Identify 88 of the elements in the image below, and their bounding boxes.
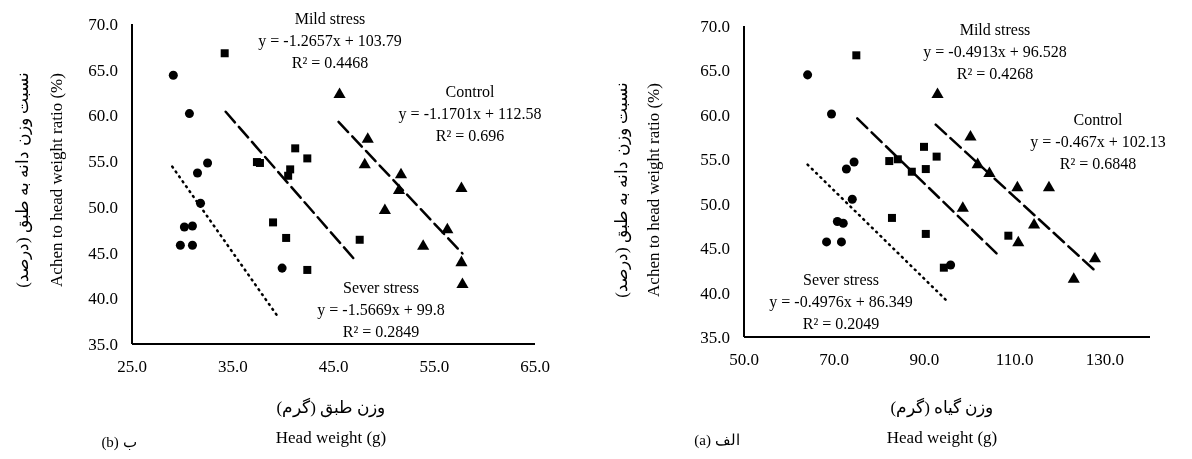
point [885, 157, 894, 166]
point [1042, 180, 1056, 192]
point [455, 181, 468, 193]
y-tick-label: 40.0 [700, 283, 730, 303]
point [1067, 272, 1080, 283]
point [1088, 251, 1102, 263]
point [441, 222, 454, 234]
y-tick-label: 65.0 [700, 61, 730, 81]
point [852, 51, 861, 60]
point [956, 201, 969, 212]
point [192, 168, 202, 178]
point [803, 70, 813, 80]
point [1012, 235, 1025, 247]
y-tick-label: 50.0 [700, 194, 730, 214]
point [887, 213, 896, 222]
point [931, 87, 944, 98]
point [921, 229, 930, 238]
y-tick-label: 50.0 [88, 197, 118, 217]
point [849, 157, 859, 167]
annotation: Sever stress y = -1.5669x + 99.8 R² = 0.2849 [317, 278, 445, 340]
point [284, 171, 293, 180]
point [187, 240, 197, 250]
y-tick-label: 55.0 [88, 152, 118, 172]
point [303, 154, 312, 163]
y-tick-label: 60.0 [700, 105, 730, 125]
x-tick-label: 35.0 [217, 357, 248, 377]
annotation: Control y = -0.467x + 102.13 R² = 0.6848 [1030, 110, 1166, 172]
point [282, 233, 291, 242]
point [358, 157, 371, 169]
point [921, 165, 930, 174]
text: (a) الف [694, 432, 740, 450]
point [847, 194, 857, 204]
x-tick-label: 130.0 [1085, 350, 1125, 370]
point [1027, 218, 1041, 229]
x-tick-label: 55.0 [419, 357, 450, 377]
point [291, 144, 300, 153]
annotation: Mild stress y = -1.2657x + 103.79 R² = 0.4468 [258, 9, 402, 71]
point [220, 49, 229, 58]
point [355, 235, 364, 244]
point [964, 130, 977, 141]
x-tick-label: 45.0 [318, 357, 349, 377]
point [836, 237, 846, 247]
point [269, 218, 278, 227]
x-tick-label: 25.0 [117, 357, 147, 377]
point [455, 255, 468, 267]
annotation: Control y = -1.1701x + 112.58 R² = 0.696 [398, 82, 542, 144]
y-tick-label: 45.0 [700, 239, 730, 259]
annotation: Sever stress y = -0.4976x + 86.349 R² = 0.2049 [769, 270, 913, 332]
point [361, 132, 374, 143]
point [417, 239, 430, 250]
point [187, 221, 197, 231]
x-tick-label: 70.0 [819, 350, 850, 370]
y-tick-label: 40.0 [88, 289, 118, 309]
y-tick-label: 70.0 [700, 17, 730, 37]
y-tick-label: 35.0 [88, 335, 118, 355]
point [394, 167, 408, 179]
text: (b) ب [101, 434, 137, 452]
point [175, 240, 185, 250]
point [919, 142, 928, 151]
point [827, 109, 837, 119]
x-tick-label: 50.0 [729, 350, 759, 370]
point [932, 152, 941, 161]
x-tick-label: 90.0 [909, 350, 940, 370]
point [841, 164, 851, 174]
point [203, 158, 213, 168]
y-tick-label: 70.0 [88, 15, 118, 35]
point [184, 109, 194, 119]
annotation: Mild stress y = -0.4913x + 96.528 R² = 0.4268 [923, 20, 1067, 82]
point [1004, 231, 1013, 240]
point [822, 237, 832, 247]
point [1011, 180, 1024, 192]
point [277, 263, 287, 273]
y-tick-label: 55.0 [700, 150, 730, 170]
y-tick-label: 65.0 [88, 60, 118, 80]
x-tick-label: 110.0 [995, 350, 1034, 370]
point [179, 222, 189, 232]
y-tick-label: 60.0 [88, 106, 118, 126]
y-tick-label: 45.0 [88, 243, 118, 263]
point [168, 70, 178, 80]
y-tick-label: 35.0 [700, 328, 730, 348]
point [303, 265, 312, 274]
x-tick-label: 65.0 [520, 357, 550, 377]
point [378, 203, 391, 215]
point [286, 165, 295, 174]
point [939, 263, 948, 272]
point [333, 87, 346, 98]
point [456, 277, 469, 289]
point [838, 218, 848, 228]
